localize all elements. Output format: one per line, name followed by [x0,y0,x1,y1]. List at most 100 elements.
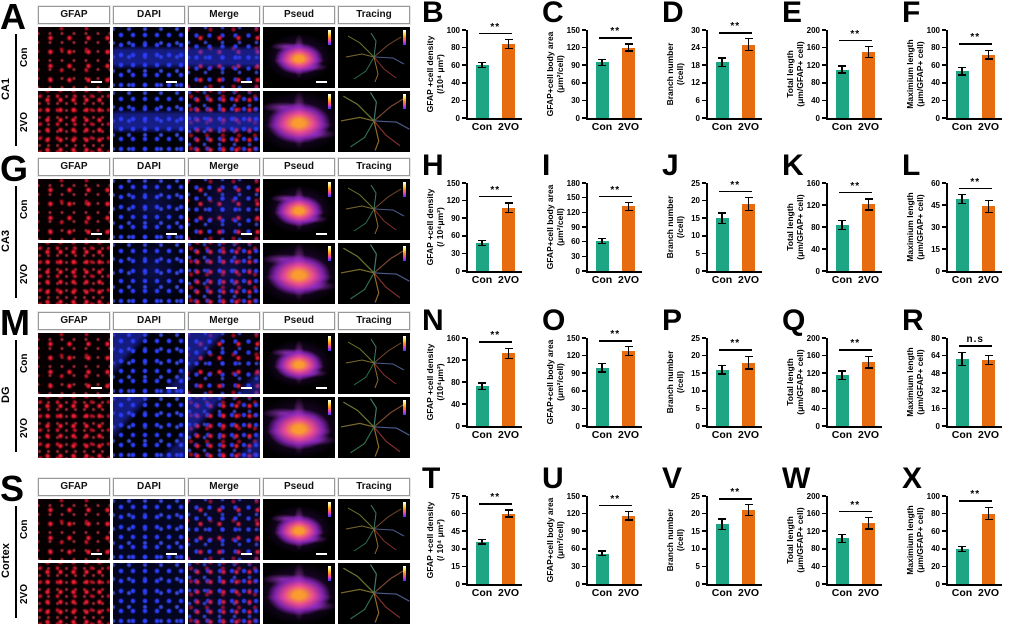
error-bar [841,220,843,230]
y-axis-tick-label: 60 [931,178,940,188]
micrograph-merge-con [188,27,260,88]
significance-label: ** [610,26,621,38]
micrograph-gfap-2vo [38,91,110,152]
bar-con [475,541,489,584]
y-axis-tick-label: 15 [691,526,700,536]
error-bar [841,534,843,543]
significance-line [599,340,632,342]
y-axis-tick [462,29,466,31]
error-bar-cap-bottom [864,367,873,369]
column-header-dapi: DAPI [113,158,185,176]
color-scale-bar [328,246,331,261]
micrograph-dapi-con [113,333,185,394]
y-axis-tick-label: 60 [451,60,460,70]
y-axis-tick [822,425,826,427]
astrocyte-pseudocolor [263,91,335,152]
y-axis-tick [582,565,586,568]
error-bar-cap-top [864,355,873,358]
micrograph-merge-2vo [188,91,260,152]
column-header-pseud: Pseud [263,478,335,496]
y-axis-tick-label: 30 [691,25,700,35]
x-tick-label-con: Con [591,587,613,599]
y-axis-tick [702,270,706,272]
micrograph-tracing-con [338,179,410,240]
error-bar-cap-bottom [478,389,486,391]
bar-chart-C: C GFAP+cell body area (μm²/cell) 0 30 60 90 120… [540,0,660,154]
panel-letter-H: H [422,149,444,182]
y-axis-tick [462,117,466,119]
significance-label: ** [610,184,621,196]
micrograph-merge-con [188,179,260,240]
panel-letter-K: K [782,149,804,182]
y-axis-tick [582,354,586,357]
error-bar-cap-bottom [624,209,633,212]
y-axis-tick [462,82,466,84]
panel-letter-X: X [902,462,923,495]
y-axis-tick [462,512,466,515]
error-bar-cap-top [598,363,606,365]
panel-letter-T: T [422,462,441,495]
error-bar-cap-bottom [864,56,873,58]
y-axis-tick [702,337,706,339]
error-bar-cap-top [838,65,846,67]
y-axis-tick-label: 100 [446,25,460,35]
y-axis-tick [702,354,706,357]
y-axis-tick [822,354,826,357]
micrograph-merge-con [188,333,260,394]
row-label-2vo: 2VO [19,417,30,438]
error-bar [601,363,603,373]
astrocyte-pseudocolor [263,563,335,624]
x-tick-label-2vo: 2VO [617,274,639,286]
y-axis-tick [942,548,946,550]
y-axis-tick-label: 0 [815,113,820,123]
x-tick-label-con: Con [591,274,613,286]
y-axis-tick-label: 80 [811,78,820,88]
micrograph-gfap-con [38,179,110,240]
y-axis-label-line1: GFAP+cell body area [544,31,555,117]
x-tick-label-con: Con [471,121,493,133]
color-scale-bar [328,400,331,415]
y-axis-tick [822,226,826,228]
error-bar-cap-bottom [718,66,726,68]
y-axis-tick-label: 160 [806,509,820,519]
x-tick-label-2vo: 2VO [737,121,759,133]
x-tick-label-2vo: 2VO [977,121,999,133]
error-bar [481,62,483,68]
panel-letter-W: W [782,462,811,495]
micrograph-pseud-con [263,333,335,394]
column-header-pseud: Pseud [263,6,335,24]
y-axis-tick-label: 0 [815,266,820,276]
x-tick-label-con: Con [471,429,493,441]
y-axis-tick-label: 160 [806,43,820,53]
column-header-merge: Merge [188,6,260,24]
y-axis-tick-label: 0 [455,113,460,123]
error-bar-cap-top [984,506,993,509]
micrograph-pseud-con [263,499,335,560]
bar-2vo [982,54,995,118]
error-bar-cap-bottom [504,211,513,213]
error-bar-cap-top [958,194,966,196]
error-bar-cap-top [864,46,873,48]
y-axis-tick-label: 80 [811,386,820,396]
plot-area: 0 5 10 15 20 25 Con 2VO ** [691,334,762,441]
micrograph-pseud-2vo [263,243,335,304]
error-bar-cap-top [958,67,966,69]
y-axis-tick [822,270,826,272]
error-bar-cap-bottom [598,555,606,557]
scale-bar [91,233,102,235]
y-axis-tick-label: 10 [691,386,700,396]
y-axis-tick-label: 25 [691,178,700,188]
error-bar [601,59,603,66]
bar-chart-J: J Branch number (/cell) 0 5 10 15 20 25 Con 2VO ** [660,149,780,307]
y-axis-tick-label: 60 [931,526,940,536]
plot-area: 0 30 60 90 120 150 Con 2VO ** [567,26,642,133]
y-axis-tick [822,46,826,49]
y-axis-tick [582,182,586,184]
error-bar-cap-bottom [598,242,606,245]
panel-letter-S: S [0,468,25,509]
chart-row-4: T GFAP +cell density (/ 10⁴ μm²) 0 15 30 45 60 7… [420,462,1020,620]
panel-letter-M: M [0,302,30,343]
y-axis-label-line1: GFAP +cell density [424,501,435,579]
y-axis-tick [942,530,946,532]
color-scale-bar [403,182,406,197]
